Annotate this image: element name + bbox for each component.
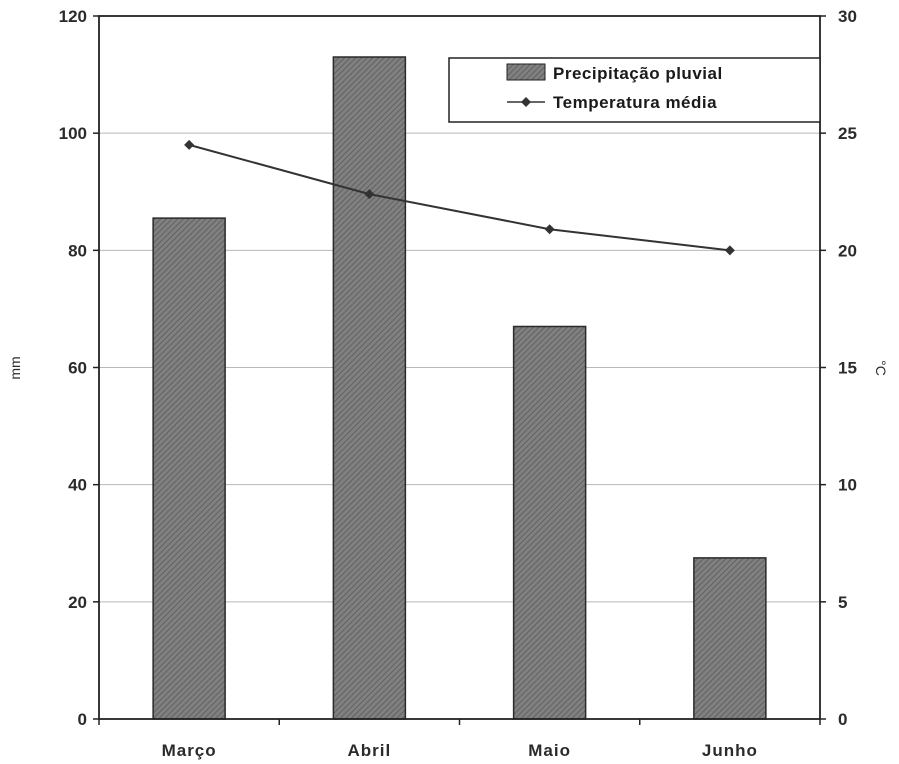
legend-label-temperature: Temperatura média (553, 93, 717, 112)
left-tick-label: 20 (68, 593, 87, 612)
legend-marker-diamond (521, 97, 531, 107)
bar-maio (512, 325, 587, 720)
temperature-point-abril (364, 189, 375, 200)
category-label: Abril (348, 741, 392, 760)
legend: Precipitação pluvial Temperatura média (448, 57, 821, 123)
left-tick-label: 40 (68, 476, 87, 495)
temperature-line (184, 139, 735, 256)
right-tick-label: 0 (838, 710, 847, 729)
left-tick-label: 100 (59, 124, 87, 143)
category-label: Março (162, 741, 217, 760)
bar-abril (332, 56, 407, 720)
temperature-point-junho (724, 245, 735, 256)
right-tick-label: 25 (838, 124, 857, 143)
right-axis-title: °C (873, 360, 889, 376)
legend-label-precipitation: Precipitação pluvial (553, 64, 723, 83)
precipitation-bars (152, 56, 767, 720)
right-tick-label: 30 (838, 7, 857, 26)
right-tick-label: 10 (838, 476, 857, 495)
category-labels: Março Abril Maio Junho (162, 741, 758, 760)
left-axis-title: mm (7, 356, 23, 379)
temperature-point-maio (544, 224, 555, 235)
right-tick-label: 20 (838, 241, 857, 260)
right-tick-label: 15 (838, 359, 857, 378)
left-tick-label: 60 (68, 359, 87, 378)
axes (93, 15, 826, 725)
legend-swatch-bar (506, 63, 546, 81)
left-tick-label: 80 (68, 241, 87, 260)
temperature-point-março (184, 139, 195, 150)
category-label: Maio (528, 741, 571, 760)
temperature-polyline (188, 143, 730, 252)
left-axis-tick-labels: 0 20 40 60 80 100 120 (59, 7, 87, 729)
right-axis-tick-labels: 0 5 10 15 20 25 30 (838, 7, 857, 729)
category-label: Junho (702, 741, 758, 760)
right-tick-label: 5 (838, 593, 847, 612)
left-tick-label: 120 (59, 7, 87, 26)
bar-junho (693, 557, 767, 720)
left-tick-label: 0 (78, 710, 87, 729)
bar-março (152, 217, 226, 720)
